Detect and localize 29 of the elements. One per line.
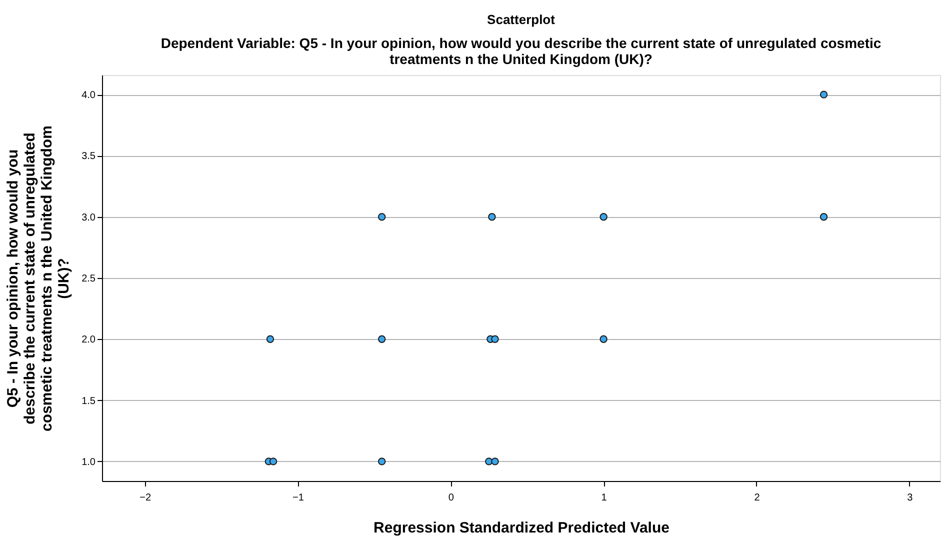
y-axis-title: Q5 - In your opinion, how would you describe the current state of unregulated cosmetic treatments n the United Kingdom (UK)? xyxy=(4,126,73,432)
y-tick-label: 1.5 xyxy=(82,396,96,407)
x-tick-label: −1 xyxy=(292,492,304,504)
chart-subtitle: Dependent Variable: Q5 - In your opinion, how would you describe the current state of unregulated cosmetic treatments n the United Kingdom (UK)? xyxy=(160,35,882,67)
point xyxy=(491,335,499,343)
x-tick-label: 3 xyxy=(907,492,914,504)
x-tick-label: −2 xyxy=(140,492,152,504)
point xyxy=(378,213,386,221)
y-tick-label: 3.5 xyxy=(82,151,96,162)
point xyxy=(600,335,608,343)
chart-title: Scatterplot xyxy=(487,12,556,27)
y-tick-label: 1.0 xyxy=(82,456,96,468)
y-tick-label: 3.0 xyxy=(82,212,96,224)
x-axis-title: Regression Standardized Predicted Value xyxy=(374,520,670,536)
y-tick-label: 4.0 xyxy=(82,90,96,102)
point xyxy=(269,458,278,466)
point xyxy=(491,458,499,466)
y-tick-label: 2.0 xyxy=(82,334,96,346)
x-tick-label: 1 xyxy=(601,492,608,504)
point xyxy=(820,90,828,98)
x-tick-label: 2 xyxy=(754,492,760,504)
point xyxy=(378,458,386,466)
point xyxy=(820,213,828,221)
x-tick-label: 0 xyxy=(448,492,454,504)
point xyxy=(600,213,608,221)
y-tick-label: 2.5 xyxy=(82,274,96,284)
point xyxy=(378,335,386,343)
point xyxy=(266,335,274,343)
point xyxy=(488,213,496,221)
